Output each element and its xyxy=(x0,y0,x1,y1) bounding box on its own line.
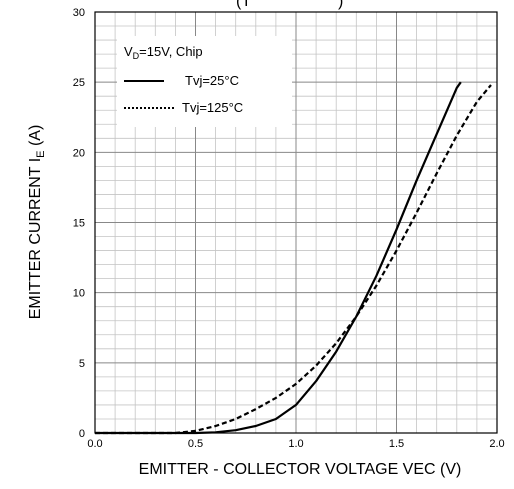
y-tick-label: 30 xyxy=(73,7,85,19)
title-fragment-close: ) xyxy=(338,0,343,10)
legend-entry-125c: Tvj=125°C xyxy=(182,100,243,115)
legend: VD=15V, Chip Tvj=25°C Tvj=125°C xyxy=(117,36,292,127)
y-axis-label: EMITTER CURRENT IE (A) xyxy=(27,125,47,320)
major-grid xyxy=(95,12,497,433)
x-axis-label: EMITTER - COLLECTOR VOLTAGE VEC (V) xyxy=(139,461,462,478)
x-tick-label: 0.0 xyxy=(87,438,102,450)
legend-entry-25c: Tvj=25°C xyxy=(185,73,239,88)
title-fragment: (T xyxy=(236,0,251,10)
x-tick-label: 2.0 xyxy=(489,438,504,450)
series-layer xyxy=(95,81,492,435)
series-line-125c xyxy=(95,84,492,435)
y-tick-label: 25 xyxy=(73,77,85,89)
y-tick-label: 20 xyxy=(73,147,85,159)
x-tick-label: 0.5 xyxy=(188,438,203,450)
x-tick-label: 1.0 xyxy=(288,438,303,450)
x-tick-label: 1.5 xyxy=(389,438,404,450)
tick-labels: 0.0 0.5 1.0 1.5 2.0 0 5 10 15 20 25 30 xyxy=(73,7,505,450)
legend-header: VD=15V, Chip xyxy=(124,44,203,61)
plot-frame xyxy=(94,11,498,434)
y-tick-label: 0 xyxy=(79,428,85,440)
y-tick-label: 15 xyxy=(73,218,85,230)
y-tick-label: 10 xyxy=(73,288,85,300)
series-line-25c xyxy=(95,81,462,435)
y-tick-label: 5 xyxy=(79,358,85,370)
